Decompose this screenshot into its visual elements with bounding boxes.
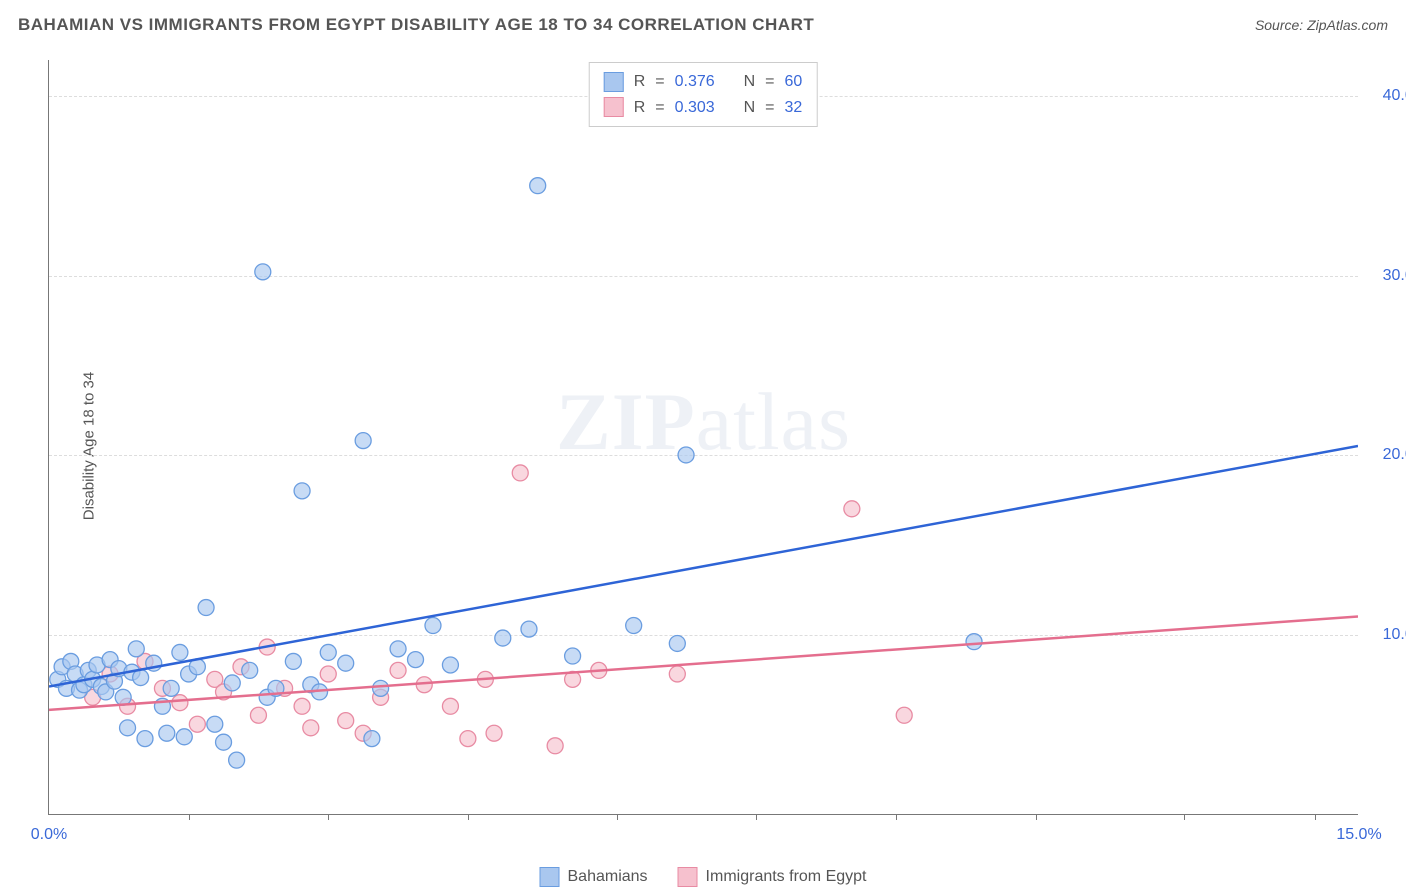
scatter-point (966, 634, 982, 650)
r-label: R (634, 69, 646, 95)
scatter-point (547, 738, 563, 754)
scatter-point (486, 725, 502, 741)
scatter-point (442, 698, 458, 714)
scatter-point (137, 731, 153, 747)
scatter-point (320, 666, 336, 682)
scatter-point (163, 680, 179, 696)
eq-sign: = (765, 95, 774, 121)
source-prefix: Source: (1255, 17, 1307, 33)
n-label: N (744, 95, 756, 121)
bottom-legend: Bahamians Immigrants from Egypt (540, 867, 867, 887)
stats-row-series1: R = 0.376 N = 60 (604, 69, 803, 95)
scatter-point (844, 501, 860, 517)
scatter-point (460, 731, 476, 747)
scatter-point (172, 695, 188, 711)
scatter-point (320, 644, 336, 660)
y-tick-label: 10.0% (1368, 626, 1406, 644)
scatter-point (216, 734, 232, 750)
swatch-series1 (540, 867, 560, 887)
eq-sign: = (655, 69, 664, 95)
x-tick (1184, 814, 1185, 820)
y-tick-label: 30.0% (1368, 267, 1406, 285)
scatter-point (512, 465, 528, 481)
legend-label-series2: Immigrants from Egypt (706, 868, 867, 886)
x-tick-label: 0.0% (31, 826, 67, 844)
stats-legend-box: R = 0.376 N = 60 R = 0.303 N = 32 (589, 62, 818, 127)
legend-label-series1: Bahamians (568, 868, 648, 886)
scatter-point (495, 630, 511, 646)
plot-svg (49, 60, 1358, 814)
source-name: ZipAtlas.com (1307, 17, 1388, 33)
chart-container: BAHAMIAN VS IMMIGRANTS FROM EGYPT DISABI… (0, 0, 1406, 892)
scatter-point (242, 662, 258, 678)
scatter-point (294, 698, 310, 714)
scatter-point (115, 689, 131, 705)
scatter-point (565, 648, 581, 664)
scatter-point (159, 725, 175, 741)
x-tick-label: 15.0% (1336, 826, 1381, 844)
x-tick (328, 814, 329, 820)
scatter-point (224, 675, 240, 691)
scatter-point (285, 653, 301, 669)
scatter-point (408, 652, 424, 668)
scatter-point (172, 644, 188, 660)
title-bar: BAHAMIAN VS IMMIGRANTS FROM EGYPT DISABI… (18, 15, 1388, 35)
x-tick (189, 814, 190, 820)
scatter-point (229, 752, 245, 768)
source-attribution: Source: ZipAtlas.com (1255, 17, 1388, 33)
swatch-series2 (678, 867, 698, 887)
scatter-point (626, 618, 642, 634)
x-tick (1315, 814, 1316, 820)
scatter-point (521, 621, 537, 637)
x-tick (1036, 814, 1037, 820)
scatter-point (255, 264, 271, 280)
scatter-point (390, 641, 406, 657)
eq-sign: = (765, 69, 774, 95)
scatter-point (294, 483, 310, 499)
swatch-series2 (604, 97, 624, 117)
scatter-point (530, 178, 546, 194)
scatter-point (189, 716, 205, 732)
scatter-point (207, 716, 223, 732)
r-value-series2: 0.303 (675, 95, 715, 121)
swatch-series1 (604, 72, 624, 92)
scatter-point (678, 447, 694, 463)
n-label: N (744, 69, 756, 95)
r-value-series1: 0.376 (675, 69, 715, 95)
chart-title: BAHAMIAN VS IMMIGRANTS FROM EGYPT DISABI… (18, 15, 814, 35)
legend-item-series1: Bahamians (540, 867, 648, 887)
r-label: R (634, 95, 646, 121)
scatter-point (120, 720, 136, 736)
n-value-series1: 60 (784, 69, 802, 95)
y-tick-label: 40.0% (1368, 87, 1406, 105)
x-tick (617, 814, 618, 820)
x-tick (756, 814, 757, 820)
scatter-point (303, 720, 319, 736)
scatter-point (896, 707, 912, 723)
scatter-point (338, 655, 354, 671)
eq-sign: = (655, 95, 664, 121)
scatter-point (250, 707, 266, 723)
scatter-point (338, 713, 354, 729)
scatter-point (425, 618, 441, 634)
scatter-point (355, 433, 371, 449)
scatter-point (198, 600, 214, 616)
scatter-point (176, 729, 192, 745)
x-tick (468, 814, 469, 820)
scatter-point (364, 731, 380, 747)
scatter-point (442, 657, 458, 673)
scatter-point (669, 666, 685, 682)
x-tick (896, 814, 897, 820)
scatter-point (373, 680, 389, 696)
scatter-point (128, 641, 144, 657)
plot-area: ZIPatlas 10.0%20.0%30.0%40.0%0.0%15.0% (48, 60, 1358, 815)
legend-item-series2: Immigrants from Egypt (678, 867, 867, 887)
stats-row-series2: R = 0.303 N = 32 (604, 95, 803, 121)
y-tick-label: 20.0% (1368, 446, 1406, 464)
n-value-series2: 32 (784, 95, 802, 121)
scatter-point (390, 662, 406, 678)
regression-line (49, 446, 1358, 687)
scatter-point (669, 635, 685, 651)
